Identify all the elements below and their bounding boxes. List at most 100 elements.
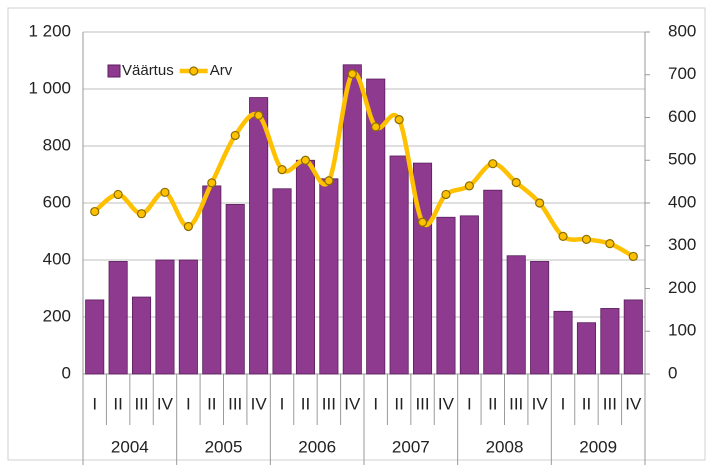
x-tick-label: IV bbox=[251, 394, 268, 413]
line-marker bbox=[230, 130, 240, 141]
y-tick-label: 1 000 bbox=[28, 78, 71, 97]
year-label: 2005 bbox=[205, 437, 243, 456]
x-tick-label: IV bbox=[532, 394, 549, 413]
x-tick-label: I bbox=[467, 394, 472, 413]
x-tick-label: I bbox=[280, 394, 285, 413]
line-marker bbox=[605, 239, 615, 249]
y2-tick-label: 700 bbox=[668, 64, 696, 83]
bar bbox=[178, 259, 198, 375]
y2-tick-label: 100 bbox=[668, 321, 696, 340]
line-marker bbox=[324, 176, 334, 186]
bar bbox=[202, 185, 222, 375]
bar bbox=[623, 299, 643, 375]
bar bbox=[85, 299, 105, 375]
bar bbox=[342, 64, 362, 375]
line-marker bbox=[160, 187, 170, 197]
y-tick-label: 800 bbox=[43, 135, 71, 154]
y2-tick-label: 800 bbox=[668, 21, 696, 40]
year-label: 2006 bbox=[298, 437, 336, 456]
legend-marker bbox=[189, 66, 199, 76]
x-tick-label: IV bbox=[344, 394, 361, 413]
legend-swatch bbox=[107, 64, 121, 78]
y2-tick-label: 600 bbox=[668, 107, 696, 126]
x-tick-label: IV bbox=[438, 394, 455, 413]
x-tick-label: I bbox=[92, 394, 97, 413]
chart-frame bbox=[7, 7, 706, 461]
bar bbox=[483, 189, 503, 375]
line-marker bbox=[371, 122, 381, 132]
line-marker bbox=[581, 234, 592, 244]
line-marker bbox=[394, 115, 404, 125]
line-marker bbox=[511, 177, 521, 188]
x-tick-label: IV bbox=[625, 394, 642, 413]
year-label: 2004 bbox=[111, 437, 149, 456]
x-tick-label: II bbox=[207, 394, 216, 413]
bar bbox=[459, 215, 479, 375]
y-tick-label: 600 bbox=[43, 192, 71, 211]
line-marker bbox=[136, 209, 147, 219]
bar bbox=[132, 296, 152, 375]
line-marker bbox=[417, 217, 428, 227]
line-marker bbox=[535, 198, 545, 208]
x-tick-label: II bbox=[488, 394, 497, 413]
x-tick-label: III bbox=[603, 394, 617, 413]
y2-tick-label: 500 bbox=[668, 150, 696, 169]
y2-tick-label: 0 bbox=[668, 363, 677, 382]
x-tick-label: II bbox=[113, 394, 122, 413]
y-tick-label: 0 bbox=[62, 363, 71, 382]
bar bbox=[600, 308, 620, 375]
line-marker bbox=[113, 189, 123, 200]
x-tick-label: I bbox=[373, 394, 378, 413]
bar bbox=[225, 204, 245, 375]
line-marker bbox=[488, 159, 498, 169]
bar bbox=[366, 78, 386, 375]
y-tick-label: 200 bbox=[43, 306, 71, 325]
bar bbox=[553, 310, 573, 375]
line-marker bbox=[277, 165, 287, 175]
bar bbox=[319, 178, 339, 375]
line bbox=[93, 70, 635, 259]
year-label: 2009 bbox=[579, 437, 617, 456]
x-tick-label: IV bbox=[157, 394, 174, 413]
line-marker bbox=[441, 189, 451, 200]
bar bbox=[272, 188, 292, 375]
line-marker bbox=[254, 110, 264, 120]
line-marker bbox=[183, 221, 193, 232]
legend-label: Arv bbox=[210, 62, 233, 79]
bar bbox=[389, 155, 409, 375]
bar bbox=[576, 322, 596, 375]
bar bbox=[530, 261, 550, 375]
year-label: 2007 bbox=[392, 437, 430, 456]
x-tick-label: III bbox=[322, 394, 336, 413]
y2-tick-label: 400 bbox=[668, 192, 696, 211]
x-tick-label: I bbox=[561, 394, 566, 413]
bar bbox=[436, 216, 456, 375]
x-tick-label: II bbox=[301, 394, 310, 413]
year-label: 2008 bbox=[486, 437, 524, 456]
x-tick-label: III bbox=[509, 394, 523, 413]
y2-tick-label: 200 bbox=[668, 278, 696, 297]
line-marker bbox=[628, 251, 638, 262]
x-tick-label: III bbox=[415, 394, 429, 413]
x-tick-label: III bbox=[134, 394, 148, 413]
bar bbox=[108, 261, 128, 375]
x-tick-label: I bbox=[186, 394, 191, 413]
bar bbox=[155, 259, 175, 375]
line-marker bbox=[558, 231, 568, 241]
line-marker bbox=[464, 181, 474, 191]
legend-label: Väärtus bbox=[122, 62, 174, 79]
bar bbox=[249, 97, 269, 375]
line-marker bbox=[207, 178, 217, 188]
x-tick-label: II bbox=[582, 394, 591, 413]
x-tick-label: III bbox=[228, 394, 242, 413]
x-tick-label: II bbox=[394, 394, 403, 413]
line-marker bbox=[347, 69, 357, 79]
bar bbox=[506, 255, 526, 375]
line-marker bbox=[90, 206, 100, 217]
bar bbox=[295, 159, 315, 375]
y2-tick-label: 300 bbox=[668, 235, 696, 254]
y-tick-label: 400 bbox=[43, 249, 71, 268]
line-marker bbox=[300, 155, 311, 165]
y-tick-label: 1 200 bbox=[28, 21, 71, 40]
